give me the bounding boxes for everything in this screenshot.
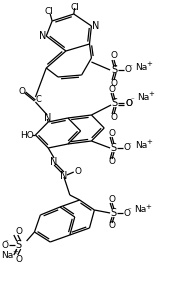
Text: O: O [111, 51, 117, 61]
Text: O: O [109, 85, 116, 94]
Text: O: O [124, 66, 131, 75]
Text: Na: Na [137, 92, 150, 101]
Text: ⁻: ⁻ [129, 64, 133, 70]
Text: ⁻: ⁻ [131, 97, 135, 103]
Text: S: S [110, 143, 116, 153]
Text: Cl: Cl [45, 8, 54, 17]
Text: O: O [2, 240, 8, 250]
Text: O: O [111, 113, 117, 123]
Text: C: C [35, 95, 41, 104]
Text: O: O [125, 98, 132, 107]
Text: Na: Na [135, 141, 148, 150]
Text: Na: Na [1, 250, 13, 259]
Text: S: S [110, 208, 116, 218]
Text: O: O [109, 196, 116, 204]
Text: O: O [109, 222, 116, 231]
Text: N: N [39, 31, 46, 41]
Text: O: O [123, 209, 130, 218]
Text: ⁻: ⁻ [128, 142, 132, 148]
Text: ⁻: ⁻ [128, 207, 132, 213]
Text: N: N [60, 171, 68, 181]
Text: N: N [44, 113, 51, 123]
Text: +: + [12, 249, 18, 255]
Text: O: O [74, 166, 81, 175]
Text: O: O [111, 79, 117, 88]
Text: S: S [16, 240, 22, 250]
Text: N: N [92, 21, 99, 31]
Text: +: + [147, 139, 152, 145]
Text: Na: Na [135, 206, 147, 215]
Text: +: + [148, 91, 154, 97]
Text: O: O [125, 100, 132, 108]
Text: Cl: Cl [70, 2, 79, 11]
Text: O: O [109, 129, 116, 138]
Text: HO: HO [20, 131, 34, 139]
Text: S: S [111, 65, 117, 75]
Text: Na: Na [135, 63, 148, 72]
Text: +: + [147, 61, 152, 67]
Text: O: O [18, 86, 25, 95]
Text: S: S [111, 98, 117, 108]
Text: ⁻: ⁻ [4, 239, 8, 245]
Text: O: O [123, 144, 130, 153]
Text: N: N [50, 157, 58, 167]
Text: O: O [15, 226, 22, 235]
Text: O: O [15, 255, 22, 263]
Text: O: O [109, 157, 116, 166]
Text: +: + [146, 204, 151, 210]
